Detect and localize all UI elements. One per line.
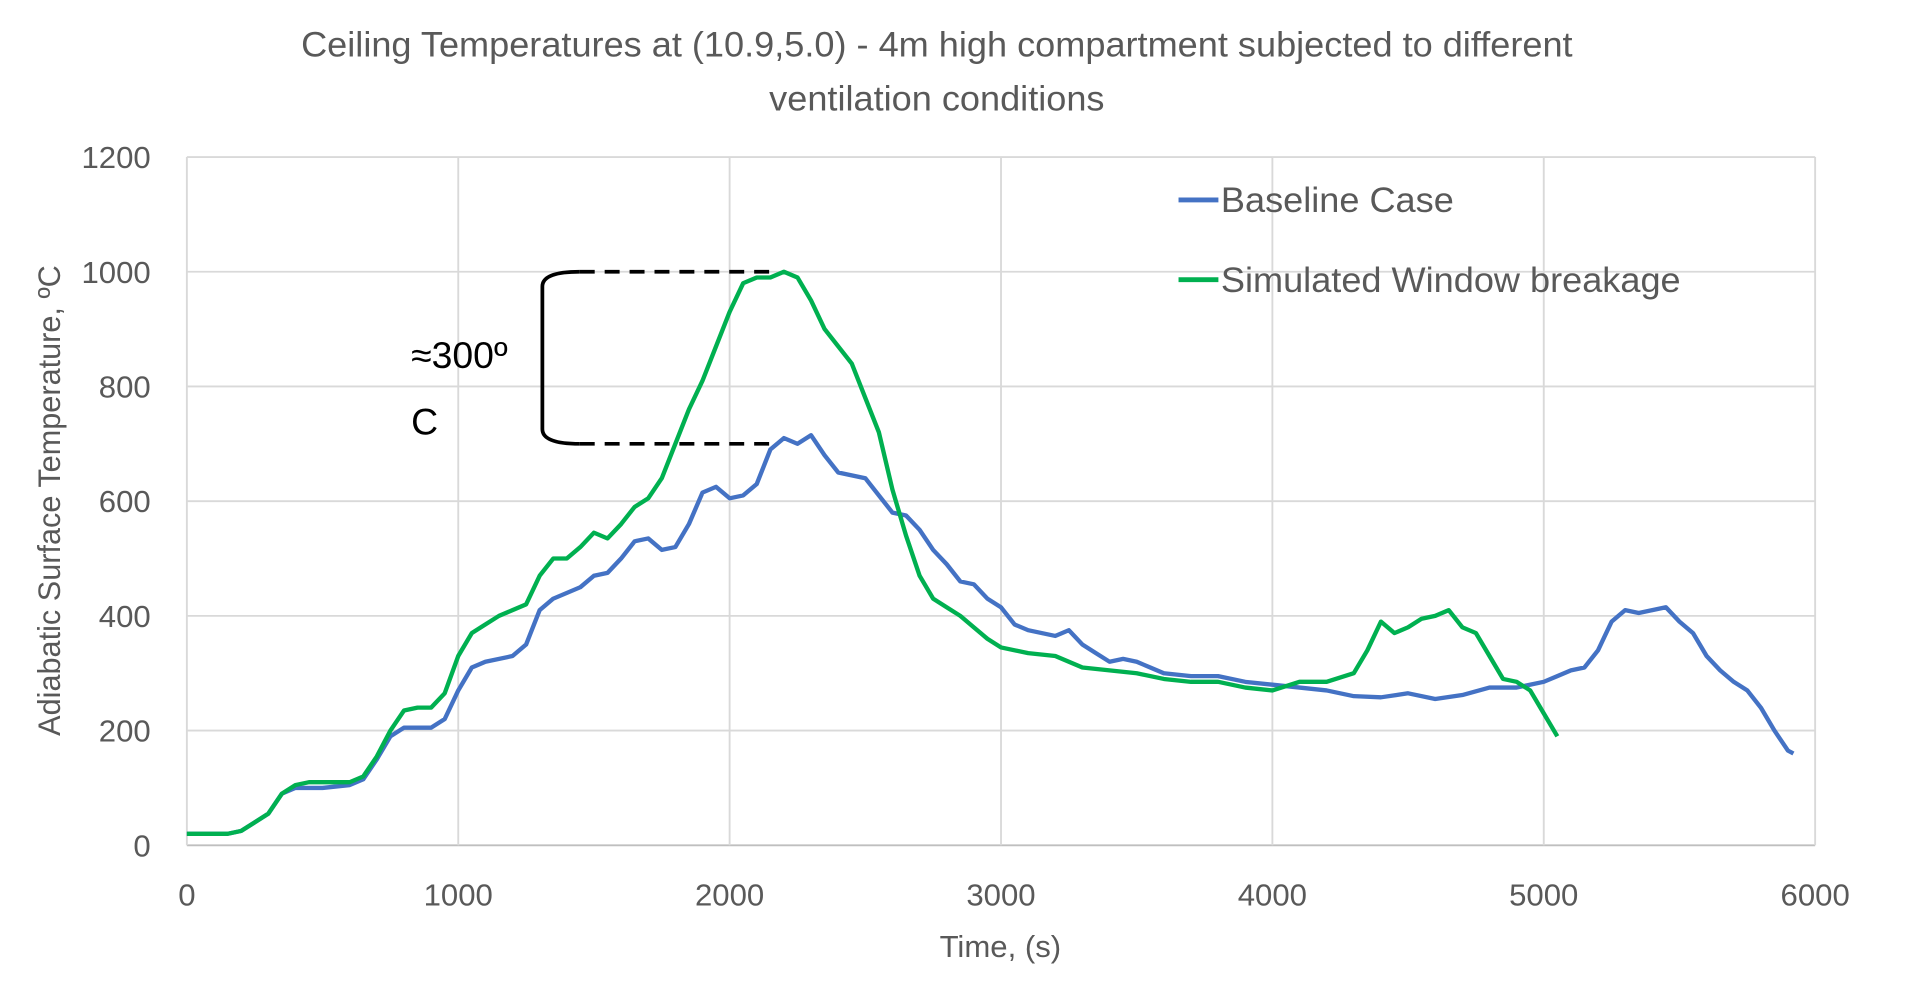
- chart-title-line1: Ceiling Temperatures at (10.9,5.0) - 4m …: [301, 25, 1573, 65]
- x-tick-label: 5000: [1509, 878, 1578, 913]
- x-tick-label: 4000: [1238, 878, 1307, 913]
- x-tick-label: 2000: [695, 878, 764, 913]
- series-lines: [186, 269, 1795, 836]
- x-axis-label: Time, (s): [940, 929, 1062, 964]
- y-tick-label: 200: [99, 714, 151, 749]
- gridlines: [185, 156, 1817, 847]
- series-line-baseline: [186, 433, 1795, 836]
- annotation-label-line2: C: [411, 401, 438, 443]
- y-tick-labels: 0 200 400 600 800 1000 1200: [81, 140, 150, 863]
- x-tick-label: 0: [178, 878, 195, 913]
- x-tick-label: 1000: [424, 878, 493, 913]
- x-tick-label: 6000: [1781, 878, 1850, 913]
- y-tick-label: 800: [99, 370, 151, 405]
- chart-title-line2: ventilation conditions: [769, 79, 1104, 119]
- legend-label-window-breakage: Simulated Window breakage: [1221, 260, 1681, 300]
- x-tick-label: 3000: [966, 878, 1035, 913]
- y-tick-label: 1000: [81, 255, 150, 290]
- bracket: [540, 269, 580, 446]
- legend: Baseline Case Simulated Window breakage: [1178, 180, 1681, 300]
- annotation-bracket: [540, 269, 771, 446]
- y-tick-label: 0: [133, 829, 150, 864]
- legend-label-baseline: Baseline Case: [1221, 180, 1454, 220]
- y-axis-label: Adiabatic Surface Temperature, ºC: [32, 265, 67, 736]
- y-tick-label: 600: [99, 484, 151, 519]
- x-tick-labels: 0 1000 2000 3000 4000 5000 6000: [178, 878, 1850, 913]
- y-tick-label: 1200: [81, 140, 150, 175]
- y-tick-label: 400: [99, 599, 151, 634]
- series-line-window-breakage: [186, 269, 1560, 836]
- annotation-label-line1: ≈300º: [411, 334, 508, 376]
